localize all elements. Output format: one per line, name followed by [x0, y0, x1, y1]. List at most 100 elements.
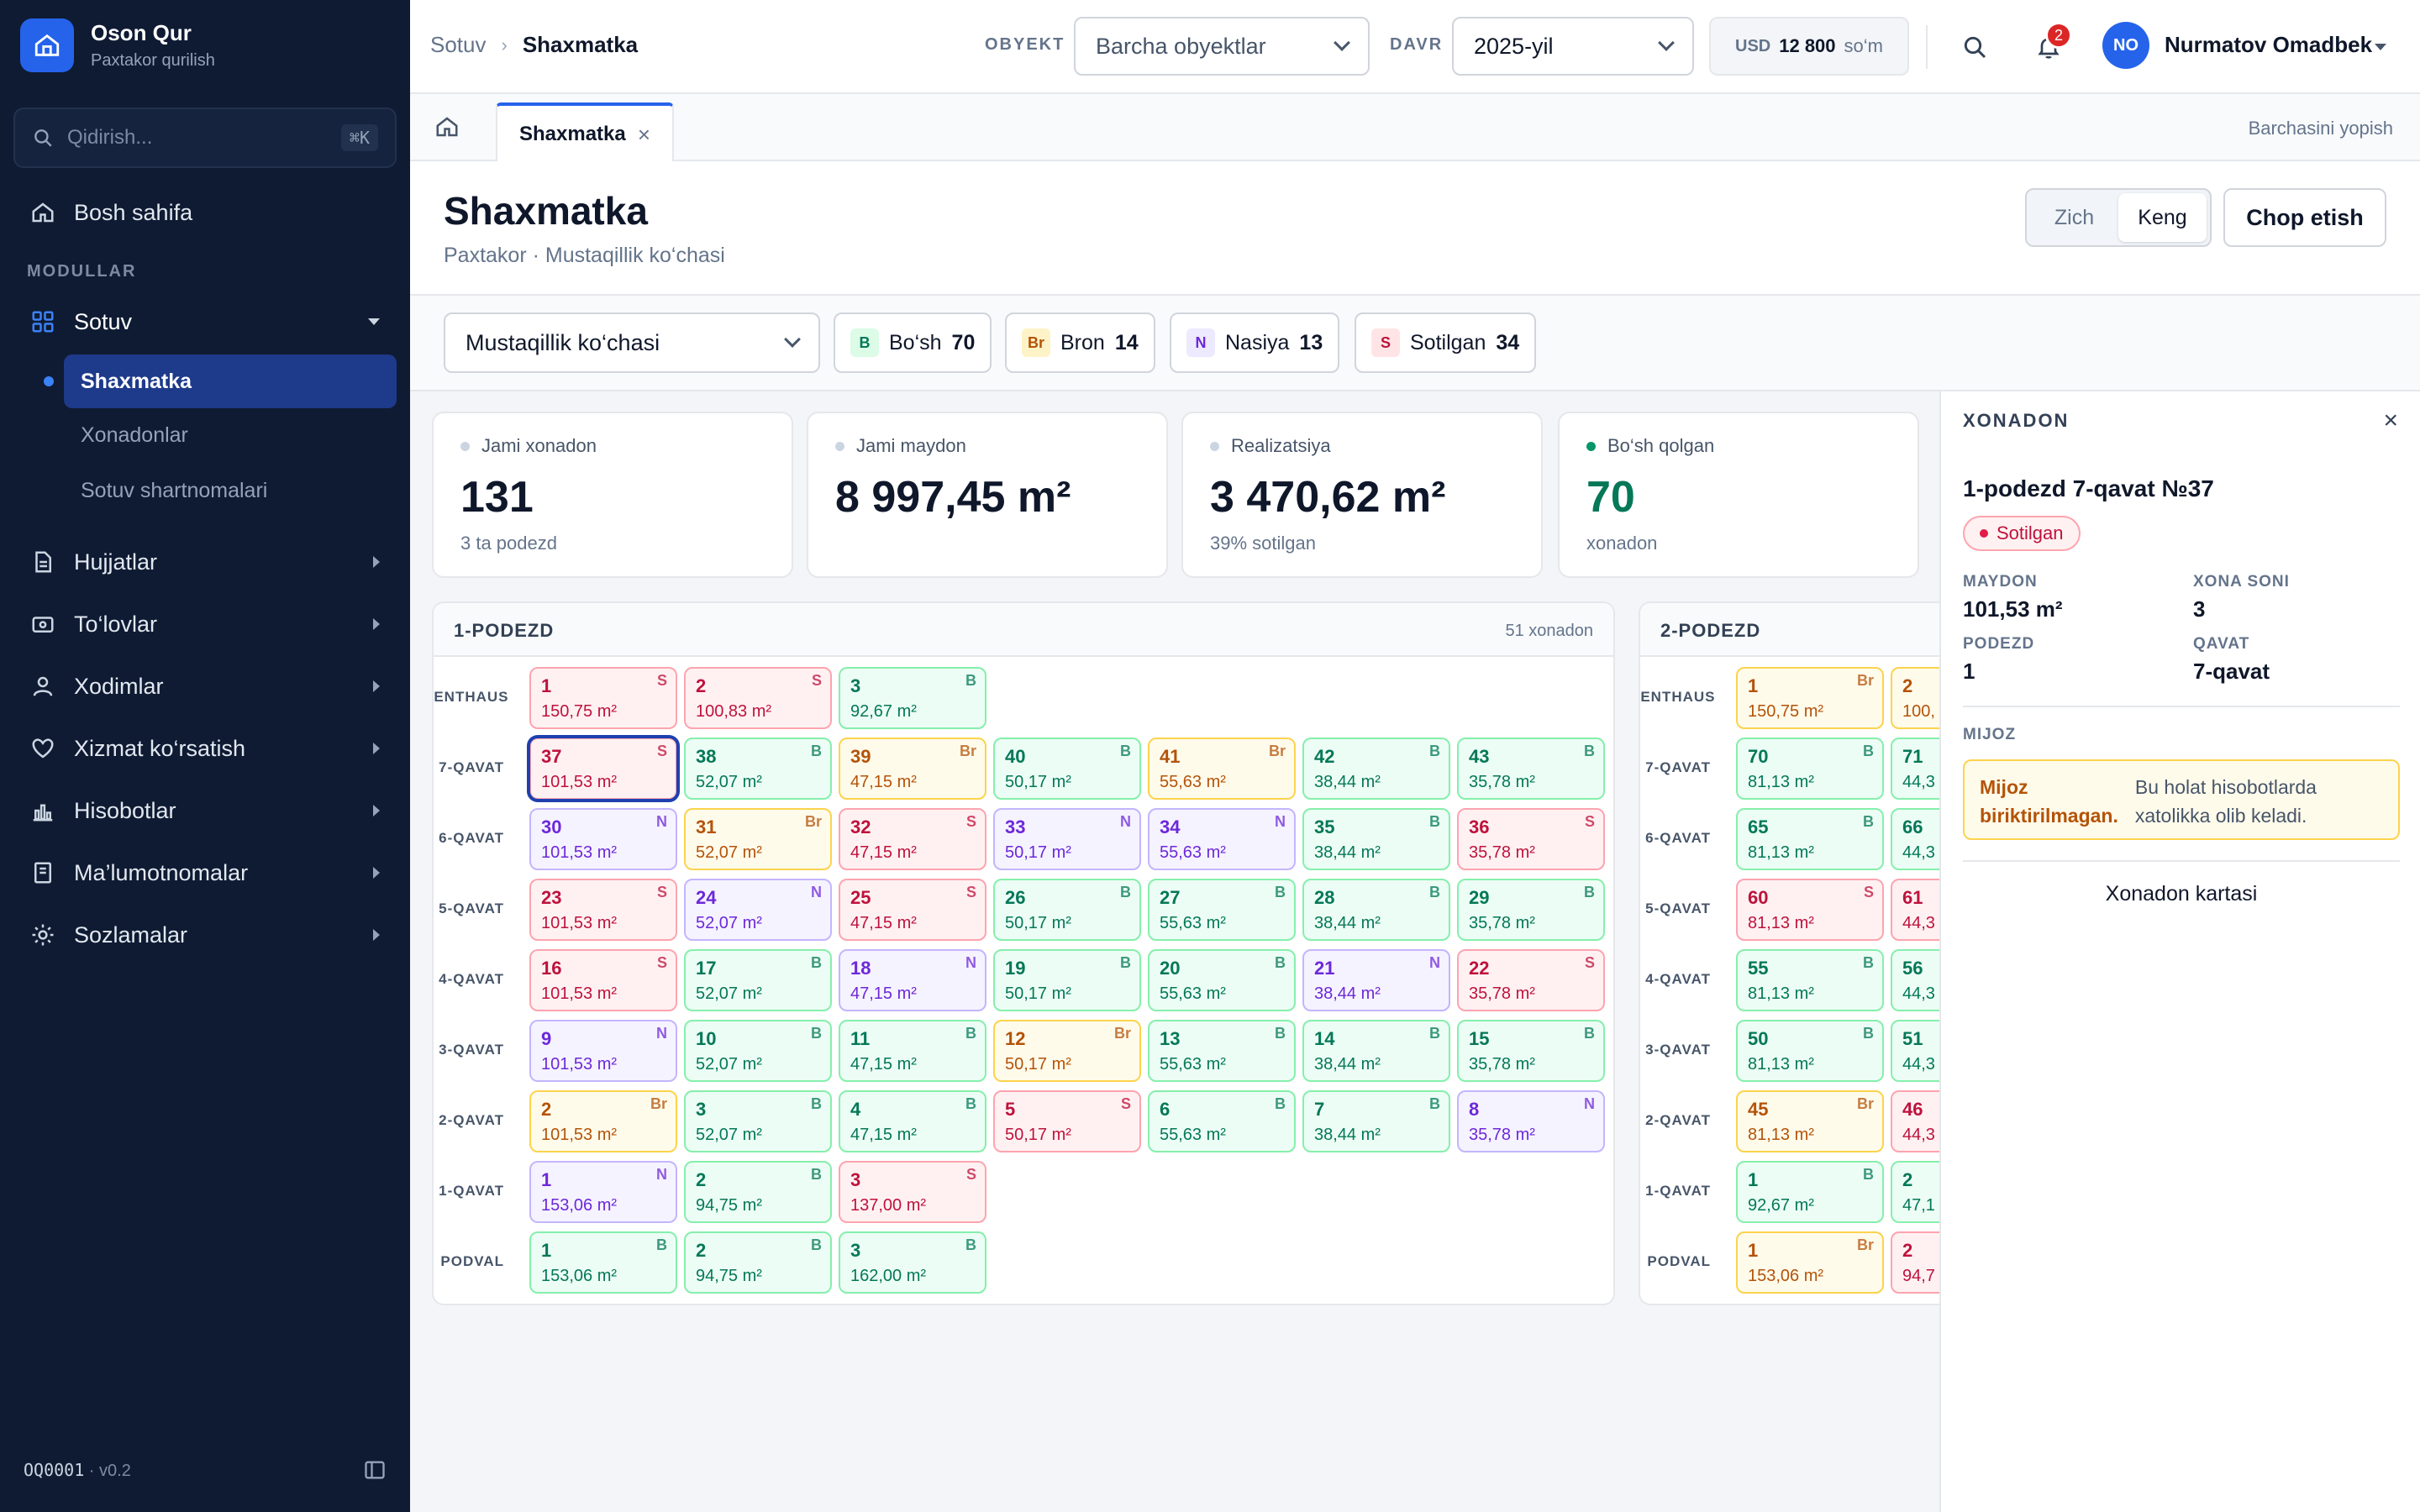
apartment-cell[interactable]: 1 153,06 m² N: [529, 1161, 677, 1223]
apartment-cell[interactable]: 5 50,17 m² S: [993, 1090, 1141, 1152]
print-button[interactable]: Chop etish: [2223, 188, 2386, 247]
apartment-cell[interactable]: 23 101,53 m² S: [529, 879, 677, 941]
sidebar-item-hisobotlar[interactable]: Hisobotlar: [13, 783, 397, 838]
apartment-cell[interactable]: 20 55,63 m² B: [1148, 949, 1296, 1011]
period-select[interactable]: 2025-yil: [1452, 17, 1694, 76]
home-tab-button[interactable]: [430, 106, 464, 148]
sidebar-item-malumotnomalar[interactable]: Ma’lumotnomalar: [13, 845, 397, 900]
apartment-cell[interactable]: 2 94,75 m² B: [684, 1161, 832, 1223]
apartment-cell[interactable]: 1 153,06 m² B: [529, 1231, 677, 1294]
apartment-cell[interactable]: 41 55,63 m² Br: [1148, 738, 1296, 800]
apartment-cell[interactable]: 17 52,07 m² B: [684, 949, 832, 1011]
sidebar-item-tolovlar[interactable]: To‘lovlar: [13, 596, 397, 652]
view-wide-button[interactable]: Keng: [2118, 193, 2207, 242]
legend-chip-bron[interactable]: Br Bron 14: [1005, 312, 1155, 373]
apartment-cell[interactable]: 2 94,75 m² B: [684, 1231, 832, 1294]
apartment-cell[interactable]: 31 52,07 m² Br: [684, 808, 832, 870]
apartment-cell[interactable]: 50 81,13 m² B: [1736, 1020, 1884, 1082]
apartment-cell[interactable]: 9 101,53 m² N: [529, 1020, 677, 1082]
global-search-button[interactable]: [1958, 30, 1991, 64]
stat-dot: [835, 441, 844, 451]
collapse-sidebar-icon[interactable]: [363, 1458, 387, 1482]
apartment-cell[interactable]: 24 52,07 m² N: [684, 879, 832, 941]
sidebar-search[interactable]: Qidirish... ⌘K: [13, 108, 397, 168]
apartment-cell[interactable]: 2 101,53 m² Br: [529, 1090, 677, 1152]
apartment-cell[interactable]: 33 50,17 m² N: [993, 808, 1141, 870]
apartment-cell[interactable]: 27 55,63 m² B: [1148, 879, 1296, 941]
apartment-cell[interactable]: 13 55,63 m² B: [1148, 1020, 1296, 1082]
apartment-cell[interactable]: 36 35,78 m² S: [1457, 808, 1605, 870]
apartment-cell[interactable]: 19 50,17 m² B: [993, 949, 1141, 1011]
apartment-cell[interactable]: 16 101,53 m² S: [529, 949, 677, 1011]
sidebar-subitem-xonadonlar[interactable]: Xonadonlar: [81, 423, 188, 447]
apartment-cell[interactable]: 18 47,15 m² N: [839, 949, 986, 1011]
close-icon[interactable]: ×: [637, 121, 650, 147]
close-all-tabs-button[interactable]: Barchasini yopish: [2248, 118, 2393, 139]
apartment-cell[interactable]: 39 47,15 m² Br: [839, 738, 986, 800]
sidebar-item-home[interactable]: Bosh sahifa: [13, 185, 397, 240]
apartment-cell[interactable]: 45 81,13 m² Br: [1736, 1090, 1884, 1152]
apartment-cell[interactable]: 3 137,00 m² S: [839, 1161, 986, 1223]
legend-chip-sotilgan[interactable]: S Sotilgan 34: [1355, 312, 1537, 373]
sidebar-item-hujjatlar[interactable]: Hujjatlar: [13, 534, 397, 590]
apartment-cell[interactable]: 1 153,06 m² Br: [1736, 1231, 1884, 1294]
apartment-cell[interactable]: 35 38,44 m² B: [1302, 808, 1450, 870]
apartment-cell[interactable]: 37 101,53 m² S: [527, 735, 680, 802]
apartment-cell[interactable]: 70 81,13 m² B: [1736, 738, 1884, 800]
block-select[interactable]: Mustaqillik ko‘chasi: [444, 312, 820, 373]
apartment-cell[interactable]: 60 81,13 m² S: [1736, 879, 1884, 941]
apartment-cell[interactable]: 40 50,17 m² B: [993, 738, 1141, 800]
brand[interactable]: Oson Qur Paxtakor qurilish: [20, 18, 215, 72]
sidebar-item-xizmat[interactable]: Xizmat ko‘rsatish: [13, 721, 397, 776]
sidebar-item-sozlamalar[interactable]: Sozlamalar: [13, 907, 397, 963]
unit-card-link[interactable]: Xonadon kartasi: [2105, 882, 2258, 906]
apartment-cell[interactable]: 3 92,67 m² B: [839, 667, 986, 729]
apartment-cell[interactable]: 1 150,75 m² S: [529, 667, 677, 729]
breadcrumb-parent[interactable]: Sotuv: [430, 32, 487, 57]
apartment-cell[interactable]: 4 47,15 m² B: [839, 1090, 986, 1152]
user-menu-chevron-icon[interactable]: [2375, 44, 2386, 50]
apartment-cell[interactable]: 10 52,07 m² B: [684, 1020, 832, 1082]
apartment-cell[interactable]: 12 50,17 m² Br: [993, 1020, 1141, 1082]
object-select[interactable]: Barcha obyektlar: [1074, 17, 1370, 76]
apartment-cell[interactable]: 42 38,44 m² B: [1302, 738, 1450, 800]
sidebar-item-sotuv[interactable]: Sotuv: [13, 294, 397, 349]
close-icon[interactable]: ×: [2383, 407, 2398, 434]
apartment-cell[interactable]: 26 50,17 m² B: [993, 879, 1141, 941]
legend-chip-nasiya[interactable]: N Nasiya 13: [1170, 312, 1340, 373]
apartment-cell[interactable]: 29 35,78 m² B: [1457, 879, 1605, 941]
heart-hand-icon: [32, 738, 54, 759]
apartment-cell[interactable]: 8 35,78 m² N: [1457, 1090, 1605, 1152]
legend-chip-bosh[interactable]: B Bo‘sh 70: [834, 312, 992, 373]
apartment-cell[interactable]: 11 47,15 m² B: [839, 1020, 986, 1082]
tab-shaxmatka[interactable]: Shaxmatka ×: [496, 102, 674, 163]
apartment-cell[interactable]: 32 47,15 m² S: [839, 808, 986, 870]
sidebar-item-label: Bosh sahifa: [74, 199, 193, 225]
apartment-cell[interactable]: 1 92,67 m² B: [1736, 1161, 1884, 1223]
apartment-cell[interactable]: 2 100,83 m² S: [684, 667, 832, 729]
apartment-cell[interactable]: 6 55,63 m² B: [1148, 1090, 1296, 1152]
apartment-cell[interactable]: 38 52,07 m² B: [684, 738, 832, 800]
apartment-cell[interactable]: 34 55,63 m² N: [1148, 808, 1296, 870]
sidebar-item-xodimlar[interactable]: Xodimlar: [13, 659, 397, 714]
sidebar-subitem-shaxmatka[interactable]: Shaxmatka: [64, 354, 397, 408]
apartment-cell[interactable]: 22 35,78 m² S: [1457, 949, 1605, 1011]
apartment-cell[interactable]: 25 47,15 m² S: [839, 879, 986, 941]
apartment-cell[interactable]: 28 38,44 m² B: [1302, 879, 1450, 941]
apartment-cell[interactable]: 30 101,53 m² N: [529, 808, 677, 870]
apartment-cell[interactable]: 15 35,78 m² B: [1457, 1020, 1605, 1082]
apartment-cell[interactable]: 1 150,75 m² Br: [1736, 667, 1884, 729]
apartment-cell[interactable]: 43 35,78 m² B: [1457, 738, 1605, 800]
view-compact-button[interactable]: Zich: [2054, 205, 2095, 229]
avatar[interactable]: NO: [2102, 22, 2149, 69]
apartment-cell[interactable]: 55 81,13 m² B: [1736, 949, 1884, 1011]
apartment-cell[interactable]: 3 162,00 m² B: [839, 1231, 986, 1294]
sidebar-subitem-shartnomalar[interactable]: Sotuv shartnomalari: [81, 478, 268, 502]
apartment-cell[interactable]: 14 38,44 m² B: [1302, 1020, 1450, 1082]
apartment-area: 47,15 m²: [850, 1055, 917, 1074]
apartment-cell[interactable]: 7 38,44 m² B: [1302, 1090, 1450, 1152]
apartment-cell[interactable]: 65 81,13 m² B: [1736, 808, 1884, 870]
apartment-cell[interactable]: 21 38,44 m² N: [1302, 949, 1450, 1011]
user-name[interactable]: Nurmatov Omadbek: [2165, 32, 2373, 57]
apartment-cell[interactable]: 3 52,07 m² B: [684, 1090, 832, 1152]
